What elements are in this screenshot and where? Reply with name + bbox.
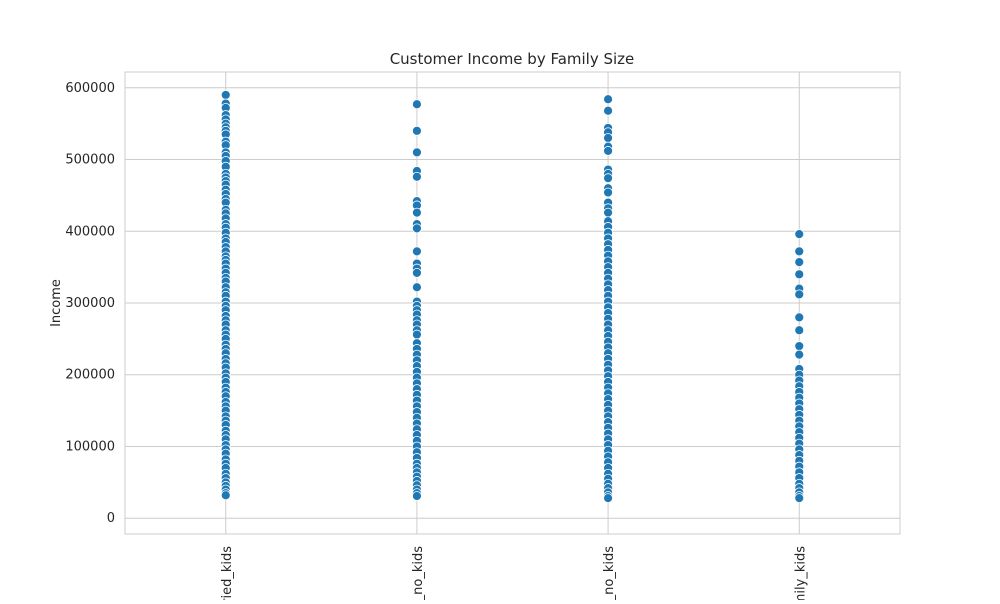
data-point [794, 312, 805, 323]
chart-title: Customer Income by Family Size [390, 50, 635, 68]
data-point [220, 490, 231, 501]
data-point [603, 187, 613, 198]
data-point [412, 267, 422, 278]
x-tick-label: _no_kids [602, 546, 617, 600]
data-point [412, 125, 422, 136]
x-tick-label: ried_kids [220, 546, 235, 600]
data-point [412, 99, 422, 110]
y-tick-label: 500000 [65, 153, 115, 168]
y-tick-label: 400000 [65, 224, 115, 239]
data-point [603, 493, 613, 504]
data-point [794, 289, 805, 300]
data-point [412, 491, 422, 501]
data-point [412, 171, 422, 182]
data-point [603, 105, 613, 116]
data-point [412, 246, 422, 257]
x-tick-label: _no_kids [411, 546, 426, 600]
y-tick-label: 200000 [65, 368, 115, 383]
data-point [603, 173, 613, 184]
y-axis-label: Income [49, 279, 64, 327]
data-point [412, 207, 422, 218]
y-tick-label: 300000 [65, 296, 115, 311]
x-tick-label: mily_kids [793, 546, 808, 600]
data-point [794, 341, 805, 351]
data-point [220, 90, 231, 100]
data-point [794, 269, 805, 280]
data-point [412, 223, 422, 234]
data-point [603, 146, 613, 156]
data-point [794, 246, 805, 257]
data-point [794, 325, 805, 336]
data-point [603, 207, 613, 218]
data-point [603, 94, 613, 105]
y-tick-label: 0 [107, 511, 115, 526]
x-tick-labels: ried_kids _no_kids _no_kids mily_kids [220, 546, 809, 604]
y-tick-labels: 0 100000 200000 300000 400000 500000 600000 [65, 81, 115, 526]
data-point [412, 147, 422, 158]
data-point [794, 493, 805, 504]
data-point [412, 282, 422, 293]
y-tick-label: 600000 [65, 81, 115, 96]
data-point [794, 257, 805, 268]
data-point [603, 133, 613, 143]
data-point [794, 229, 805, 240]
data-point [794, 349, 805, 360]
y-tick-label: 100000 [65, 439, 115, 454]
plot-frame [124, 71, 901, 535]
data-points [220, 90, 805, 504]
data-point [412, 329, 422, 340]
